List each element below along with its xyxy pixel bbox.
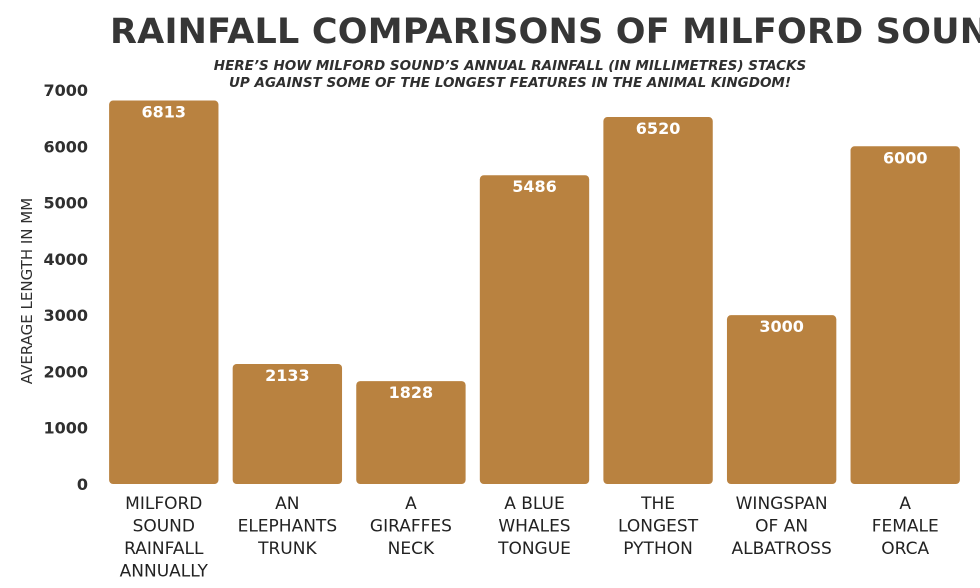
bar (232, 363, 343, 484)
bar-value-label: 6000 (883, 148, 928, 167)
bar (109, 100, 219, 485)
bar-value-label: 6520 (636, 119, 681, 138)
y-tick-label: 4000 (43, 250, 88, 269)
chart-subtitle: HERE’S HOW MILFORD SOUND’S ANNUAL RAINFA… (160, 58, 860, 92)
x-tick-label: A BLUE WHALES TONGUE (497, 494, 571, 559)
subtitle-line-2: UP AGAINST SOME OF THE LONGEST FEATURES … (228, 75, 792, 91)
y-tick-label: 6000 (43, 137, 88, 156)
bar-value-label: 6813 (142, 103, 187, 122)
x-tick-label: WINGSPAN OF AN ALBATROSS (732, 494, 832, 559)
x-tick-label: AN ELEPHANTS TRUNK (238, 494, 338, 559)
bar-value-label: 1828 (389, 383, 434, 402)
y-tick-label: 7000 (43, 81, 88, 100)
x-tick-label: MILFORD SOUND RAINFALL ANNUALLY (120, 494, 209, 582)
x-tick-label: A GIRAFFES NECK (370, 494, 452, 559)
y-tick-label: 1000 (43, 419, 88, 438)
y-tick-label: 5000 (43, 194, 88, 213)
bar (850, 146, 960, 485)
bar-value-label: 3000 (759, 317, 804, 336)
subtitle-line-1: HERE’S HOW MILFORD SOUND’S ANNUAL RAINFA… (213, 58, 807, 74)
bar (479, 175, 590, 485)
y-tick-label: 2000 (43, 362, 88, 381)
bar (356, 381, 466, 484)
bar (603, 117, 713, 484)
bar (726, 315, 837, 484)
chart-title: RAINFALL COMPARISONS OF MILFORD SOUND (110, 12, 980, 52)
bar-value-label: 5486 (512, 177, 557, 196)
x-tick-label: THE LONGEST PYTHON (618, 494, 699, 559)
y-tick-label: 3000 (43, 306, 88, 325)
bar-value-label: 2133 (265, 366, 310, 385)
y-tick-label: 0 (77, 475, 88, 494)
y-axis-label: AVERAGE LENGTH IN MM (18, 198, 36, 384)
x-tick-label: A FEMALE ORCA (872, 494, 939, 559)
